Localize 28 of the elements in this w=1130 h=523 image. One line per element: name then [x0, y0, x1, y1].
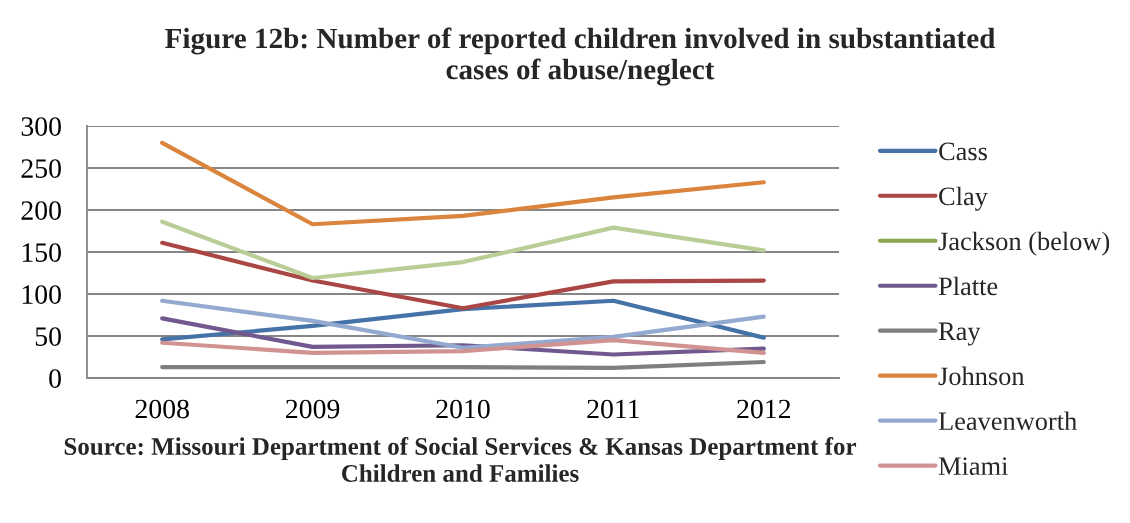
legend-label: Leavenworth — [938, 411, 1077, 431]
y-tick-label: 300 — [21, 117, 61, 136]
y-tick-label: 50 — [35, 327, 61, 346]
y-tick-label: 250 — [21, 159, 61, 178]
line-series — [160, 140, 766, 227]
y-tick-label: 100 — [22, 285, 61, 304]
line-series — [160, 298, 766, 342]
y-tick-label: 200 — [21, 201, 61, 220]
legend-label: Cass — [939, 142, 987, 161]
x-tick-label: 2008 — [135, 399, 189, 419]
line-series — [160, 298, 766, 350]
x-tick-label: 2011 — [587, 399, 639, 419]
x-tick-label: 2012 — [737, 399, 791, 419]
line-series — [160, 219, 766, 281]
y-tick-label: 0 — [49, 369, 61, 388]
x-tick-label: 2009 — [286, 399, 340, 419]
line-series — [160, 338, 766, 355]
source-note: Source: Missouri Department of Social Services & Kansas Department for Children and Families — [64, 437, 857, 482]
legend-label: Jackson (below) — [938, 231, 1110, 256]
y-tick-label: 150 — [22, 243, 61, 262]
legend-label: Miami — [938, 457, 1008, 476]
legend-label: Ray — [938, 322, 981, 346]
line-series — [160, 240, 766, 311]
legend-label: Platte — [938, 276, 998, 296]
legend-label: Johnson — [938, 366, 1025, 386]
x-tick-label: 2010 — [436, 399, 490, 419]
legend-label: Clay — [939, 186, 988, 211]
chart-title: Figure 12b: Number of reported children involved in substantiated cases of abuse/neglect — [165, 27, 996, 86]
